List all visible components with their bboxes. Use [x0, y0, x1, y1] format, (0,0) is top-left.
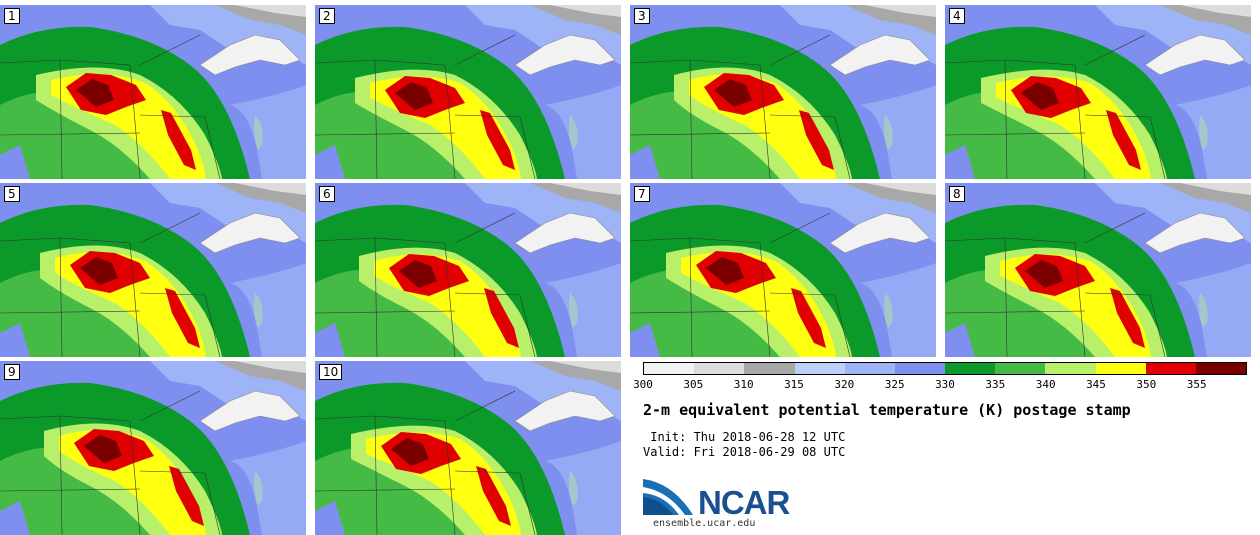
stamp-member-8: 8: [945, 183, 1251, 357]
colorbar-tick-label: 345: [1086, 378, 1106, 391]
stamp-member-10: 10: [315, 361, 621, 535]
stamp-map: [0, 361, 306, 535]
stamp-map: [315, 361, 621, 535]
stamp-map: [630, 5, 936, 179]
colorbar-segment: [794, 363, 845, 374]
colorbar-tick-label: 305: [683, 378, 704, 391]
stamp-map: [945, 5, 1251, 179]
stamp-map: [630, 183, 936, 357]
colorbar: [643, 362, 1247, 375]
colorbar-segment: [744, 363, 795, 374]
member-label: 3: [634, 8, 650, 24]
stamp-member-9: 9: [0, 361, 306, 535]
colorbar-ticks: 300 305 310 315 320 325 330 335 340 345 350 355: [633, 378, 1247, 392]
logo-wordmark: NCAR: [698, 484, 790, 521]
member-label: 8: [949, 186, 965, 202]
colorbar-tick-label: 320: [834, 378, 855, 391]
member-label: 4: [949, 8, 965, 24]
colorbar-segment: [995, 363, 1046, 374]
colorbar-segment: [844, 363, 895, 374]
colorbar-tick-label: 340: [1035, 378, 1056, 391]
colorbar-tick-label: 335: [985, 378, 1006, 391]
stamp-map: [945, 183, 1251, 357]
member-label: 6: [319, 186, 335, 202]
member-label: 2: [319, 8, 335, 24]
colorbar-segment: [644, 363, 695, 374]
member-label: 5: [4, 186, 20, 202]
colorbar-segment: [1095, 363, 1146, 374]
stamp-member-7: 7: [630, 183, 936, 357]
logo-url: ensemble.ucar.edu: [653, 518, 756, 529]
colorbar-tick-label: 355: [1186, 378, 1207, 391]
stamp-map: [315, 183, 621, 357]
ncar-swoosh-icon: [643, 479, 693, 515]
stamp-map: [0, 5, 306, 179]
colorbar-tick-label: 315: [784, 378, 804, 391]
member-label: 10: [319, 364, 343, 380]
colorbar-segment: [945, 363, 996, 374]
stamp-member-6: 6: [315, 183, 621, 357]
colorbar-segment: [694, 363, 745, 374]
stamp-map: [0, 183, 306, 357]
colorbar-segment: [1045, 363, 1096, 374]
member-label: 1: [4, 8, 20, 24]
product-title: 2-m equivalent potential temperature (K)…: [643, 401, 1131, 419]
colorbar-segment: [1145, 363, 1196, 374]
stamp-map: [315, 5, 621, 179]
stamp-member-5: 5: [0, 183, 306, 357]
colorbar-tick-label: 330: [935, 378, 955, 391]
stamp-member-1: 1: [0, 5, 306, 179]
stamp-member-4: 4: [945, 5, 1251, 179]
colorbar-tick-label: 350: [1136, 378, 1157, 391]
member-label: 9: [4, 364, 20, 380]
colorbar-segment: [1195, 363, 1247, 374]
stamp-member-3: 3: [630, 5, 936, 179]
colorbar-tick-label: 325: [884, 378, 905, 391]
valid-time: Valid: Fri 2018-06-29 08 UTC: [643, 445, 846, 459]
stamp-member-2: 2: [315, 5, 621, 179]
init-time: Init: Thu 2018-06-28 12 UTC: [643, 430, 846, 444]
member-label: 7: [634, 186, 650, 202]
colorbar-tick-label: 310: [733, 378, 754, 391]
colorbar-tick-label: 300: [633, 378, 653, 391]
colorbar-segment: [894, 363, 946, 374]
